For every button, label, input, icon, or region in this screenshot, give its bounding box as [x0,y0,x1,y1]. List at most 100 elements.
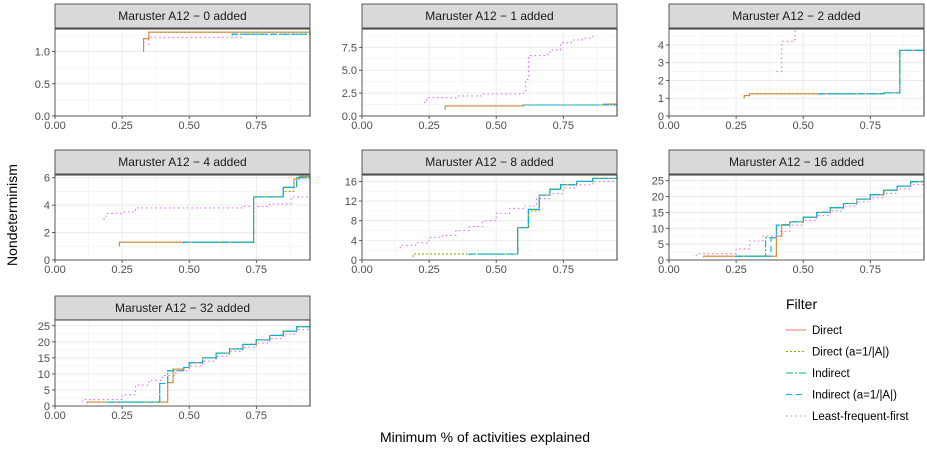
facet-strip [668,149,925,175]
y-tick-label: 16 [345,176,357,188]
plot-area [54,174,311,261]
x-tick-label: 0.25 [418,120,439,132]
x-tick-label: 0.75 [246,120,267,132]
facet-title: Maruster A12 − 32 added [115,301,250,315]
plot-area [54,319,311,407]
x-tick-label: 0.50 [792,264,813,276]
y-tick-label: 6 [44,173,50,185]
facet-panel: Maruster A12 − 32 added 0.00 0.25 0.50 0.75 0… [38,295,311,422]
y-tick-label: 2 [658,75,664,87]
plot-area [361,28,618,117]
y-tick-label: 3 [658,58,664,70]
y-tick-label: 0.0 [35,111,50,123]
x-tick-label: 0.00 [44,410,65,422]
y-tick-label: 0 [44,255,50,267]
panel-border [361,174,618,261]
y-tick-label: 0.5 [35,79,50,91]
y-tick-label: 15 [652,207,664,219]
series-line-least-frequent-first [776,29,796,73]
facet-strip [54,3,311,29]
facet-title: Maruster A12 − 16 added [729,155,864,169]
y-tick-label: 0.0 [342,111,357,123]
series-line-indirect-a-1-a [183,177,310,244]
legend: Filter Direct Direct (a=1/|A|) Indirect Ind… [786,296,909,423]
y-tick-label: 8 [351,216,357,228]
x-tick-label: 0.50 [178,410,199,422]
y-tick-label: 1 [658,93,664,105]
y-tick-label: 4 [658,40,664,52]
y-axis-title: Nondeterminism [4,164,20,266]
x-tick-label: 0.25 [111,410,132,422]
plot-area [668,174,925,261]
series-line-indirect-a-1-a [231,33,310,36]
x-tick-label: 0.25 [725,264,746,276]
y-tick-label: 5.0 [342,65,357,77]
series-line-direct-a-1-a [143,31,310,52]
y-tick-label: 2.5 [342,88,357,100]
series-line-indirect-a-1-a [818,49,924,95]
x-tick-label: 0.75 [246,410,267,422]
facet-strip [668,3,925,29]
facet-panel: Maruster A12 − 0 added 0.00 0.25 0.50 0.75 0.… [35,3,311,132]
plot-area [668,28,925,117]
legend-label-indirect-a-1-a: Indirect (a=1/|A|) [812,390,897,402]
y-tick-label: 10 [38,369,50,381]
x-tick-label: 0.00 [658,264,679,276]
legend-label-least-frequent-first: Least-frequent-first [812,411,909,423]
y-tick-label: 4 [351,235,357,247]
x-tick-label: 0.50 [485,120,506,132]
panel-border [668,174,925,261]
x-tick-label: 0.25 [111,264,132,276]
y-tick-label: 20 [652,192,664,204]
y-tick-label: 1.0 [35,47,50,59]
legend-label-direct: Direct [812,325,843,337]
facet-title: Maruster A12 − 0 added [118,9,246,23]
x-tick-label: 0.75 [553,120,574,132]
series-line-least-frequent-first [399,178,617,249]
facet-title: Maruster A12 − 8 added [425,155,553,169]
x-tick-label: 0.50 [485,264,506,276]
legend-title: Filter [786,296,817,312]
x-tick-label: 0.75 [553,264,574,276]
series-line-indirect-a-1-a [523,104,617,106]
x-tick-label: 0.00 [44,120,65,132]
x-axis-title: Minimum % of activities explained [380,429,590,445]
y-tick-label: 0 [44,401,50,413]
panel-border [54,319,311,407]
y-tick-label: 0 [351,255,357,267]
y-tick-label: 2 [44,228,50,240]
legend-label-indirect: Indirect [812,368,851,380]
facet-panel: Maruster A12 − 16 added 0.00 0.25 0.50 0.75 0… [652,149,925,276]
facet-panel: Maruster A12 − 8 added 0.00 0.25 0.50 0.75 0 4… [345,149,618,276]
x-tick-label: 0.00 [658,120,679,132]
x-tick-label: 0.75 [860,120,881,132]
series-line-indirect-a-1-a [108,323,310,403]
x-tick-label: 0.75 [246,264,267,276]
y-tick-label: 7.5 [342,42,357,54]
x-tick-label: 0.00 [351,120,372,132]
y-tick-label: 15 [38,353,50,365]
facet-strip [54,149,311,175]
y-tick-label: 25 [652,176,664,188]
x-tick-label: 0.75 [860,264,881,276]
y-tick-label: 20 [38,337,50,349]
y-tick-label: 5 [658,239,664,251]
x-tick-label: 0.50 [792,120,813,132]
panel-border [668,28,925,117]
panel-border [361,28,618,117]
series-line-least-frequent-first [81,325,310,402]
legend-label-direct-a-1-a: Direct (a=1/|A|) [812,347,889,359]
y-tick-label: 0 [658,255,664,267]
series-line-indirect-a-1-a [468,176,617,256]
y-tick-label: 4 [44,200,50,212]
x-tick-label: 0.50 [178,264,199,276]
x-tick-label: 0.00 [351,264,372,276]
y-tick-label: 0 [658,111,664,123]
x-tick-label: 0.25 [725,120,746,132]
x-tick-label: 0.25 [111,120,132,132]
x-tick-label: 0.00 [44,264,65,276]
facet-strip [361,3,618,29]
series-line-direct-a-1-a [703,178,924,258]
